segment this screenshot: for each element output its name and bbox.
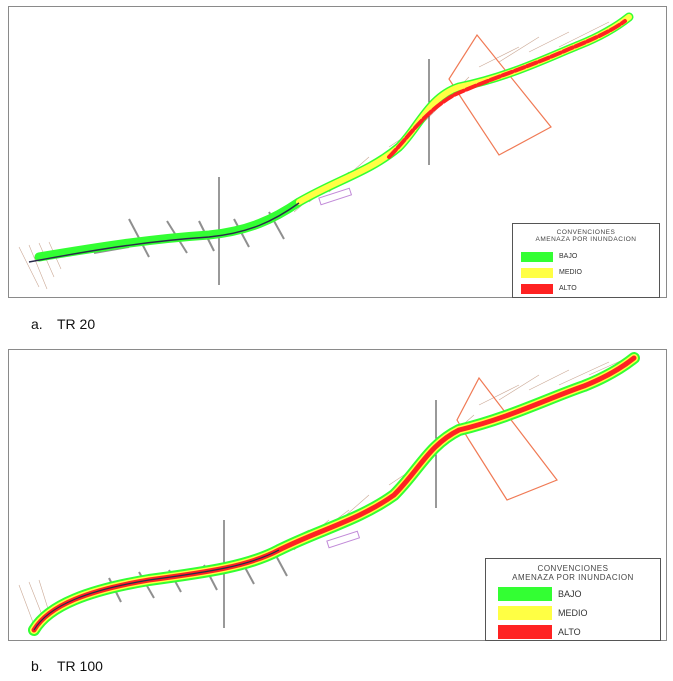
hazard-zone-low — [34, 12, 634, 262]
legend: CONVENCIONES AMENAZA POR INUNDACION BAJO… — [485, 558, 661, 641]
river-channel — [28, 202, 300, 263]
legend-item-alto: ALTO — [498, 625, 628, 639]
study-area-polygon — [456, 376, 558, 501]
structure-outline — [326, 530, 361, 549]
legend-swatch-low — [521, 252, 553, 262]
caption-tr20: a. TR 20 — [31, 316, 96, 332]
legend-swatch-medium — [521, 268, 553, 278]
legend-item-bajo: BAJO — [521, 252, 651, 264]
legend-swatch-medium — [498, 606, 552, 620]
map-panel-tr100: CONVENCIONES AMENAZA POR INUNDACION BAJO… — [8, 349, 667, 641]
structure-outline — [318, 187, 353, 206]
legend: CONVENCIONES AMENAZA POR INUNDACION BAJO… — [512, 223, 660, 298]
flood-hazard-map-tr20 — [18, 12, 634, 290]
legend-item-medio: MEDIO — [498, 606, 628, 620]
legend-item-medio: MEDIO — [521, 268, 651, 280]
legend-swatch-high — [521, 284, 553, 294]
legend-swatch-high — [498, 625, 552, 639]
river-channel — [33, 549, 280, 631]
flood-hazard-map-tr100 — [18, 352, 640, 636]
caption-tr100: b. TR 100 — [31, 658, 103, 674]
legend-item-bajo: BAJO — [498, 587, 628, 601]
legend-swatch-low — [498, 587, 552, 601]
study-area-polygon — [448, 33, 552, 156]
map-panel-tr20: CONVENCIONES AMENAZA POR INUNDACION BAJO… — [8, 6, 667, 298]
legend-title: CONVENCIONES AMENAZA POR INUNDACION — [512, 564, 634, 582]
legend-title: CONVENCIONES AMENAZA POR INUNDACION — [535, 229, 637, 243]
hazard-zone-high — [387, 19, 627, 159]
legend-item-alto: ALTO — [521, 284, 651, 296]
